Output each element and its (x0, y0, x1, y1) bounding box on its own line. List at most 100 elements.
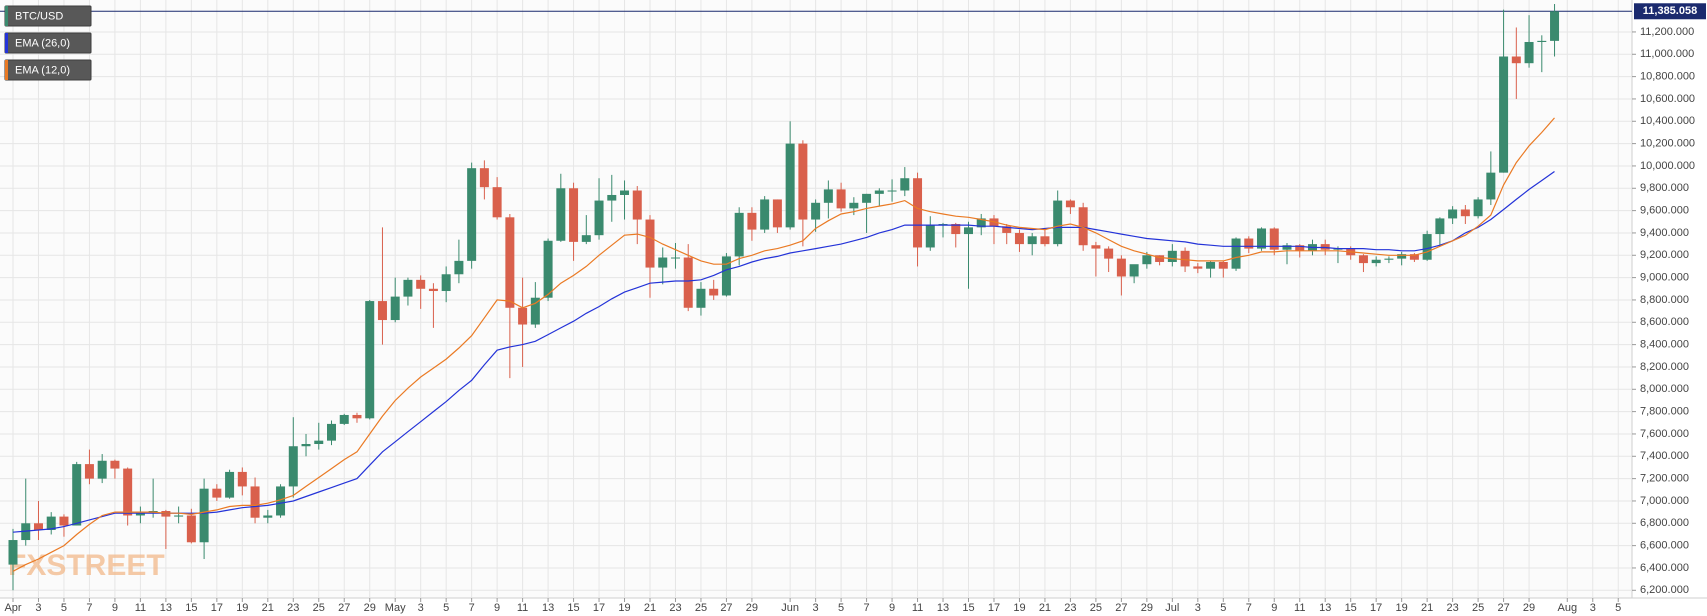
candle-body (721, 256, 731, 296)
candle-body (441, 274, 451, 292)
x-tick-label: 25 (313, 602, 325, 614)
y-tick-label: 7,000.000 (1640, 495, 1689, 507)
y-tick-label: 6,400.000 (1640, 562, 1689, 574)
candle-body (849, 202, 859, 209)
x-tick-label: 5 (1615, 602, 1621, 614)
candle-body (1091, 245, 1101, 249)
x-tick-label: 15 (185, 602, 197, 614)
x-tick-label: 23 (287, 602, 299, 614)
candle-body (492, 187, 502, 218)
candle-body (1397, 254, 1407, 259)
y-tick-label: 10,200.000 (1640, 138, 1695, 150)
x-tick-label: 27 (720, 602, 732, 614)
candle-body (696, 288, 706, 308)
candle-body (1371, 259, 1381, 264)
candle-body (505, 217, 515, 308)
candle-body (314, 440, 324, 445)
candle-body (174, 515, 184, 517)
candle-body (1499, 56, 1509, 173)
watermark: FXSTREET (8, 549, 165, 582)
candle-body (1537, 40, 1547, 42)
x-tick-label: 11 (912, 602, 923, 614)
candle-body (1193, 266, 1203, 269)
candle-body (556, 188, 566, 241)
candle-body (1002, 226, 1012, 233)
x-tick-label: 7 (1246, 602, 1252, 614)
x-tick-label: 23 (1446, 602, 1458, 614)
y-tick-label: 6,200.000 (1640, 584, 1689, 596)
x-tick-label: 15 (962, 602, 974, 614)
x-tick-label: 17 (988, 602, 1000, 614)
x-tick-label: 13 (542, 602, 554, 614)
candle-body (1104, 248, 1114, 259)
candle-body (1550, 11, 1560, 41)
y-tick-label: 6,600.000 (1640, 540, 1689, 552)
candle-body (772, 199, 782, 228)
candle-body (46, 516, 56, 530)
x-tick-label: 21 (1039, 602, 1051, 614)
x-tick-label: 19 (236, 602, 248, 614)
candle-body (263, 515, 273, 518)
y-tick-label: 8,800.000 (1640, 294, 1689, 306)
candle-body (84, 464, 94, 479)
candle-body (1448, 209, 1458, 219)
ema-line (12, 171, 1555, 533)
candle-body (670, 257, 680, 259)
x-tick-label: 25 (1472, 602, 1484, 614)
y-tick-label: 8,200.000 (1640, 361, 1689, 373)
candle-body (1422, 234, 1432, 260)
candle-body (683, 257, 693, 308)
y-tick-label: 10,800.000 (1640, 71, 1695, 83)
x-tick-label: 9 (1271, 602, 1277, 614)
candle-body (1142, 255, 1152, 265)
x-tick-label: Jul (1165, 602, 1179, 614)
last-price-label: 11,385.058 (1643, 5, 1697, 17)
candle-body (1231, 238, 1241, 269)
candle-body (607, 194, 617, 201)
y-tick-label: 10,000.000 (1640, 160, 1695, 172)
legend-swatch (5, 6, 8, 26)
x-tick-label: 17 (211, 602, 223, 614)
x-tick-label: 9 (889, 602, 895, 614)
x-tick-label: 11 (1294, 602, 1305, 614)
candle-body (1244, 238, 1254, 249)
legend-swatch (5, 33, 8, 53)
candle-body (250, 486, 260, 518)
candle-body (836, 189, 846, 209)
candle-body (377, 301, 387, 321)
x-tick-label: May (385, 602, 406, 614)
x-tick-label: 15 (567, 602, 579, 614)
candle-body (390, 296, 400, 321)
x-tick-label: Jun (781, 602, 799, 614)
candle-body (403, 279, 413, 297)
x-tick-label: 17 (593, 602, 605, 614)
legend-swatch (5, 60, 8, 80)
candle-body (1014, 232, 1024, 245)
x-tick-label: 13 (937, 602, 949, 614)
candle-body (416, 279, 426, 289)
x-tick-label: 5 (61, 602, 67, 614)
x-tick-label: 3 (35, 602, 41, 614)
candle-body (1129, 264, 1139, 277)
x-tick-label: 29 (364, 602, 376, 614)
candle-body (964, 227, 973, 235)
x-tick-label: Apr (4, 602, 21, 614)
candle-body (301, 444, 311, 447)
candle-body (1180, 250, 1190, 267)
x-tick-label: 23 (669, 602, 681, 614)
candle-body (1053, 200, 1063, 245)
candle-body (1435, 218, 1445, 235)
candle-body (709, 288, 719, 296)
x-tick-label: 29 (746, 602, 758, 614)
candle-body (225, 471, 235, 498)
y-tick-label: 9,400.000 (1640, 227, 1689, 239)
candle-body (1257, 228, 1267, 249)
x-tick-label: 15 (1345, 602, 1357, 614)
candle-body (1409, 254, 1419, 260)
x-tick-label: 5 (443, 602, 449, 614)
candle-body (900, 178, 910, 191)
last-price-box (1634, 3, 1706, 20)
candle-body (645, 219, 655, 268)
candle-body (747, 212, 757, 230)
candle-body (1295, 245, 1305, 251)
